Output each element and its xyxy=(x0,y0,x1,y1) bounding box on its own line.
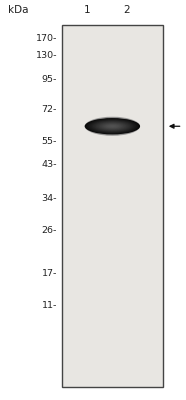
Ellipse shape xyxy=(94,121,130,132)
Ellipse shape xyxy=(90,120,134,133)
Ellipse shape xyxy=(89,119,136,134)
Text: 72-: 72- xyxy=(42,106,57,114)
Ellipse shape xyxy=(85,117,139,136)
Ellipse shape xyxy=(92,120,133,132)
Ellipse shape xyxy=(99,122,126,130)
Ellipse shape xyxy=(104,124,121,129)
Ellipse shape xyxy=(89,120,135,133)
Text: 1: 1 xyxy=(84,5,91,15)
Ellipse shape xyxy=(88,119,137,134)
Text: 130-: 130- xyxy=(36,51,57,60)
Text: 34-: 34- xyxy=(41,194,57,203)
Ellipse shape xyxy=(87,118,137,134)
Ellipse shape xyxy=(93,120,132,132)
Ellipse shape xyxy=(101,123,124,130)
Text: 17-: 17- xyxy=(42,269,57,278)
Text: 170-: 170- xyxy=(36,34,57,43)
Ellipse shape xyxy=(85,118,140,134)
Bar xyxy=(62,25,163,387)
Ellipse shape xyxy=(87,118,138,135)
Ellipse shape xyxy=(86,118,139,135)
Ellipse shape xyxy=(103,124,122,129)
Text: 11-: 11- xyxy=(42,301,57,310)
Ellipse shape xyxy=(100,122,125,130)
Ellipse shape xyxy=(90,120,134,133)
Ellipse shape xyxy=(97,122,128,131)
Ellipse shape xyxy=(108,125,117,128)
Text: kDa: kDa xyxy=(8,5,29,15)
Ellipse shape xyxy=(107,125,118,128)
Ellipse shape xyxy=(110,126,115,127)
Text: 43-: 43- xyxy=(41,160,57,170)
Ellipse shape xyxy=(85,117,140,136)
Ellipse shape xyxy=(87,119,137,134)
Ellipse shape xyxy=(86,118,139,134)
Text: 55-: 55- xyxy=(42,136,57,146)
Text: 95-: 95- xyxy=(42,75,57,84)
Text: 2: 2 xyxy=(123,5,129,15)
Text: 26-: 26- xyxy=(42,226,57,235)
Ellipse shape xyxy=(92,121,133,132)
Ellipse shape xyxy=(111,126,114,127)
Ellipse shape xyxy=(105,124,119,128)
Ellipse shape xyxy=(91,120,134,132)
Ellipse shape xyxy=(89,119,136,133)
Ellipse shape xyxy=(96,121,129,131)
